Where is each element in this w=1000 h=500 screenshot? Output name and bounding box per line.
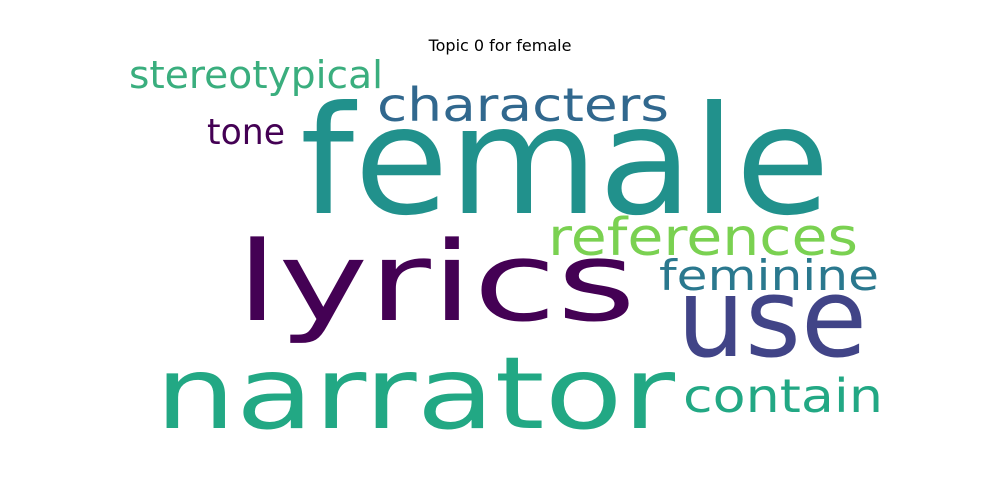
word-use: use (677, 254, 867, 382)
word-narrator: narrator (155, 335, 676, 452)
word-references: references (548, 208, 858, 268)
word-contain: contain (683, 369, 883, 423)
word-lyrics: lyrics (236, 218, 636, 346)
word-stereotypical: stereotypical (129, 53, 383, 97)
word-characters: characters (377, 78, 669, 132)
chart-title: Topic 0 for female (428, 36, 572, 55)
word-feminine: feminine (659, 251, 879, 300)
word-female: female (300, 75, 830, 249)
word-tone: tone (207, 112, 285, 153)
